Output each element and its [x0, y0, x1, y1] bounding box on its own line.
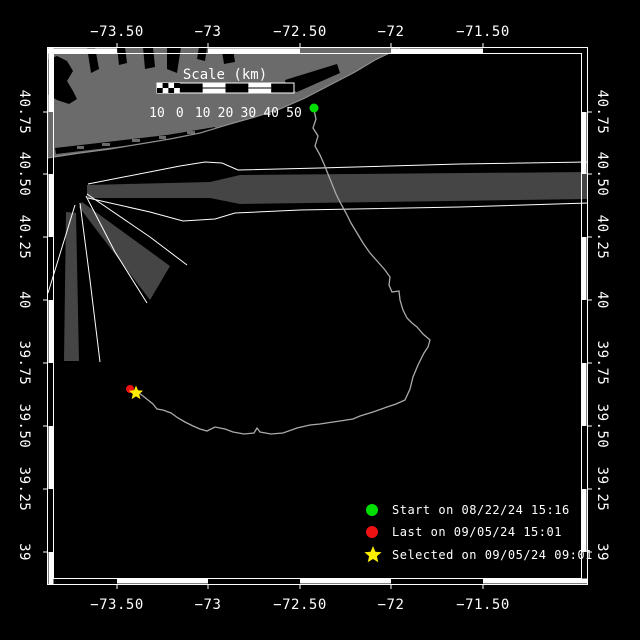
legend-selected-star-icon [364, 546, 382, 563]
bay-water [143, 47, 155, 69]
scalebar-tick-label: 10 [195, 106, 211, 121]
scalebar-check [162, 83, 169, 88]
separation-zone-band [87, 172, 588, 204]
frame-zebra-segment [300, 578, 391, 584]
start-marker [309, 103, 319, 113]
scalebar-title: Scale (km) [183, 67, 267, 83]
frame-zebra-segment [47, 48, 117, 54]
legend-last-marker [366, 526, 378, 538]
bay-water [47, 56, 77, 104]
scalebar-tick-label: 30 [241, 106, 257, 121]
scalebar-check [168, 88, 175, 93]
lane-boundary-line [79, 202, 101, 363]
frame-zebra-segment [483, 578, 588, 584]
landmass [47, 47, 400, 158]
frame-zebra-segment [581, 489, 587, 552]
lane-boundary-line [87, 197, 588, 222]
frame-zebra-segment [48, 426, 54, 489]
legend-start-marker [366, 504, 378, 516]
map-frame: −73.50 −73.50 −73 −73 −72.50 −72.50 −72 −72 −71.… [16, 24, 610, 613]
lat-label-left: 39.25 [16, 467, 32, 512]
lon-label-top: −73 [195, 24, 222, 40]
lane-boundary-line [87, 161, 588, 185]
bay-islet [187, 131, 195, 134]
lat-label-left: 39.75 [16, 341, 32, 386]
lane-boundary-line [47, 204, 76, 294]
frame-zebra-segment [48, 300, 54, 363]
scalebar-check [162, 88, 169, 93]
lon-label-bottom: −73 [195, 597, 222, 613]
legend-start-label: Start on 08/22/24 15:16 [392, 503, 570, 517]
lat-label-right: 39.50 [594, 404, 610, 449]
lane-boundary-line [85, 195, 148, 304]
lon-label-top: −71.50 [456, 24, 510, 40]
lat-label-right: 40.75 [594, 90, 610, 135]
lane-boundary-line [86, 193, 188, 266]
scalebar-check [174, 88, 180, 93]
frame-zebra-segment [581, 237, 587, 300]
separation-zone-wedge [79, 202, 170, 300]
lat-label-right: 40 [594, 291, 610, 309]
frame-zebra-segment [208, 48, 300, 54]
lon-label-bottom: −72.50 [273, 597, 327, 613]
separation-zone-wedge [64, 212, 79, 361]
lat-label-right: 39.75 [594, 341, 610, 386]
lat-label-left: 39 [16, 543, 32, 561]
bay-water [285, 64, 340, 92]
scalebar-check [157, 83, 163, 88]
scalebar-check [168, 83, 175, 88]
coastline [47, 47, 401, 159]
lat-label-right: 40.25 [594, 215, 610, 260]
frame-zebra-segment [48, 47, 54, 112]
lat-label-left: 40.50 [16, 152, 32, 197]
frame-zebra-segment [48, 552, 54, 585]
scalebar-tick-label: 0 [176, 106, 184, 121]
lon-label-bottom: −73.50 [90, 597, 144, 613]
scalebar-tick-label: 20 [218, 106, 234, 121]
frame-outer-line [47, 47, 588, 585]
frame-zebra-segment [48, 174, 54, 237]
shipping-lanes-group [47, 161, 588, 363]
lat-label-left: 40.75 [16, 90, 32, 135]
drifter-track [138, 109, 431, 435]
bay-islet [132, 139, 140, 142]
lat-label-right: 39.25 [594, 467, 610, 512]
lat-label-left: 40 [16, 291, 32, 309]
lat-label-right: 40.50 [594, 152, 610, 197]
legend-selected-label: Selected on 09/05/24 09:01 [392, 548, 593, 562]
selected-marker [128, 385, 144, 400]
scalebar-tick-label: 50 [286, 106, 302, 121]
bay-islet [159, 136, 166, 139]
landmass-group [47, 47, 401, 159]
lon-label-top: −72.50 [273, 24, 327, 40]
scalebar-group: Scale (km) 10 0 10 20 30 40 50 [149, 67, 302, 121]
bay-islet [102, 143, 110, 146]
lon-label-top: −72 [378, 24, 405, 40]
lon-label-bottom: −72 [378, 597, 405, 613]
scalebar-tick-label: 40 [263, 106, 279, 121]
scalebar-check [174, 83, 180, 88]
frame-zebra-segment [581, 112, 587, 174]
frame-zebra-segment [117, 578, 208, 584]
map-interior: Scale (km) 10 0 10 20 30 40 50 [47, 47, 588, 435]
legend: Start on 08/22/24 15:16 Last on 09/05/24… [364, 503, 593, 563]
lat-label-left: 40.25 [16, 215, 32, 260]
lat-label-left: 39.50 [16, 404, 32, 449]
trajectory-group [126, 103, 431, 435]
bay-water [117, 47, 127, 65]
lat-label-right: 39 [594, 543, 610, 561]
bay-islet [77, 146, 84, 149]
scalebar-tick-label: 10 [149, 106, 165, 121]
scalebar-check [157, 88, 163, 93]
frame-zebra-segment [391, 48, 483, 54]
frame-zebra-segment [581, 363, 587, 426]
lon-label-top: −73.50 [90, 24, 144, 40]
lon-label-bottom: −71.50 [456, 597, 510, 613]
legend-last-label: Last on 09/05/24 15:01 [392, 525, 562, 539]
